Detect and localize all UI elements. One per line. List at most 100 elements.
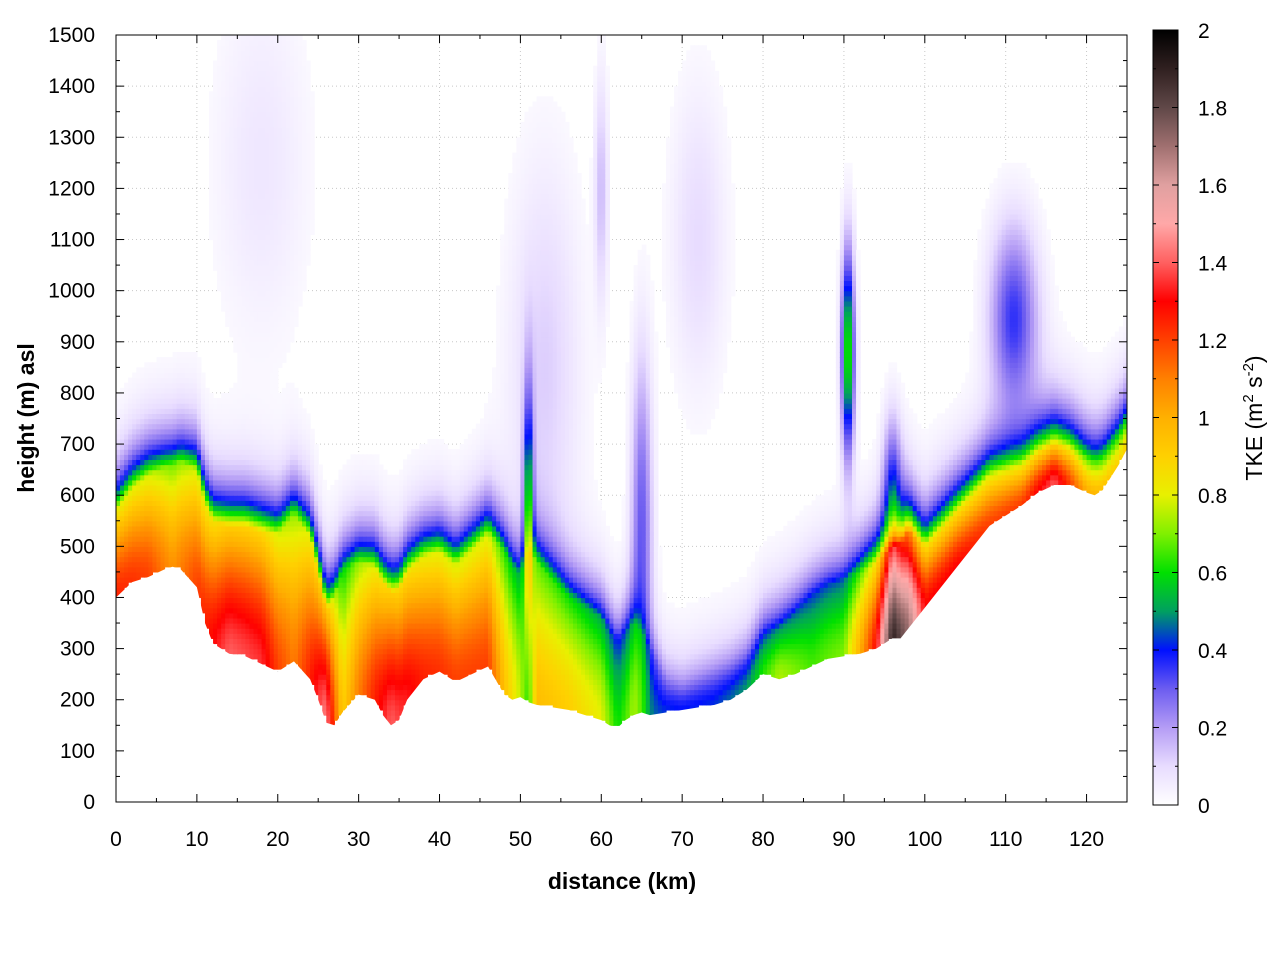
tke-cell xyxy=(249,378,254,384)
tke-cell xyxy=(395,511,400,517)
tke-cell xyxy=(124,551,129,557)
tke-cell xyxy=(302,255,307,261)
tke-cell xyxy=(294,475,299,481)
tke-cell xyxy=(302,224,307,230)
tke-cell xyxy=(213,71,218,77)
tke-cell xyxy=(213,434,218,440)
tke-cell xyxy=(375,608,380,614)
tke-cell xyxy=(290,71,295,77)
tke-cell xyxy=(371,690,376,696)
tke-cell xyxy=(245,188,250,194)
tke-cell xyxy=(245,398,250,404)
tke-cell xyxy=(258,362,263,368)
tke-cell xyxy=(140,480,145,486)
tke-cell xyxy=(241,638,246,644)
tke-cell xyxy=(241,465,246,471)
tke-cell xyxy=(140,413,145,419)
tke-cell xyxy=(306,628,311,634)
tke-cell xyxy=(318,551,323,557)
tke-cell xyxy=(266,531,271,537)
tke-cell xyxy=(274,357,279,363)
tke-cell xyxy=(367,618,372,624)
tke-cell xyxy=(253,485,258,491)
tke-cell xyxy=(221,500,226,506)
tke-cell xyxy=(213,240,218,246)
tke-cell xyxy=(395,490,400,496)
tke-cell xyxy=(189,475,194,481)
tke-cell xyxy=(213,541,218,547)
tke-cell xyxy=(270,112,275,118)
tke-cell xyxy=(306,413,311,419)
tke-cell xyxy=(124,541,129,547)
tke-cell xyxy=(375,633,380,639)
tke-cell xyxy=(225,55,230,61)
tke-cell xyxy=(249,173,254,179)
tke-cell xyxy=(217,61,222,67)
tke-cell xyxy=(181,357,186,363)
tke-cell xyxy=(270,603,275,609)
tke-cell xyxy=(233,434,238,440)
tke-cell xyxy=(306,659,311,665)
tke-cell xyxy=(298,475,303,481)
tke-cell xyxy=(351,679,356,685)
tke-cell xyxy=(310,112,315,118)
tke-cell xyxy=(209,511,214,517)
tke-cell xyxy=(221,250,226,256)
tke-cell xyxy=(245,618,250,624)
tke-cell xyxy=(379,551,384,557)
tke-cell xyxy=(302,265,307,271)
tke-cell xyxy=(217,86,222,92)
tke-cell xyxy=(375,531,380,537)
tke-cell xyxy=(286,45,291,51)
tke-cell xyxy=(290,388,295,394)
tke-cell xyxy=(237,398,242,404)
tke-cell xyxy=(209,582,214,588)
tke-cell xyxy=(258,551,263,557)
tke-cell xyxy=(177,388,182,394)
tke-cell xyxy=(338,695,343,701)
tke-cell xyxy=(395,495,400,501)
tke-cell xyxy=(395,690,400,696)
tke-cell xyxy=(241,337,246,343)
tke-cell xyxy=(213,260,218,266)
tke-cell xyxy=(375,480,380,486)
tke-cell xyxy=(124,572,129,578)
tke-cell xyxy=(213,511,218,517)
tke-cell xyxy=(128,378,133,384)
tke-cell xyxy=(355,521,360,527)
tke-cell xyxy=(253,240,258,246)
tke-cell xyxy=(258,178,263,184)
tke-cell xyxy=(205,454,210,460)
tke-cell xyxy=(258,117,263,123)
tke-cell xyxy=(387,526,392,532)
tke-cell xyxy=(136,511,141,517)
tke-cell xyxy=(306,234,311,240)
tke-cell xyxy=(221,541,226,547)
tke-cell xyxy=(298,623,303,629)
tke-cell xyxy=(201,572,206,578)
tke-cell xyxy=(286,316,291,322)
tke-cell xyxy=(124,485,129,491)
tke-cell xyxy=(387,674,392,680)
tke-cell xyxy=(144,454,149,460)
tke-cell xyxy=(181,398,186,404)
tke-cell xyxy=(371,587,376,593)
tke-cell xyxy=(241,316,246,322)
tke-cell xyxy=(274,444,279,450)
tke-cell xyxy=(128,551,133,557)
tke-cell xyxy=(403,679,408,685)
tke-cell xyxy=(185,485,190,491)
tke-cell xyxy=(266,526,271,532)
tke-cell xyxy=(221,71,226,77)
tke-cell xyxy=(233,536,238,542)
tke-cell xyxy=(282,153,287,159)
tke-cell xyxy=(245,419,250,425)
tke-cell xyxy=(290,209,295,215)
tke-cell xyxy=(213,603,218,609)
tke-cell xyxy=(233,316,238,322)
tke-cell xyxy=(148,424,153,430)
tke-cell xyxy=(290,86,295,92)
tke-cell xyxy=(403,684,408,690)
tke-cell xyxy=(262,372,267,378)
tke-cell xyxy=(274,250,279,256)
